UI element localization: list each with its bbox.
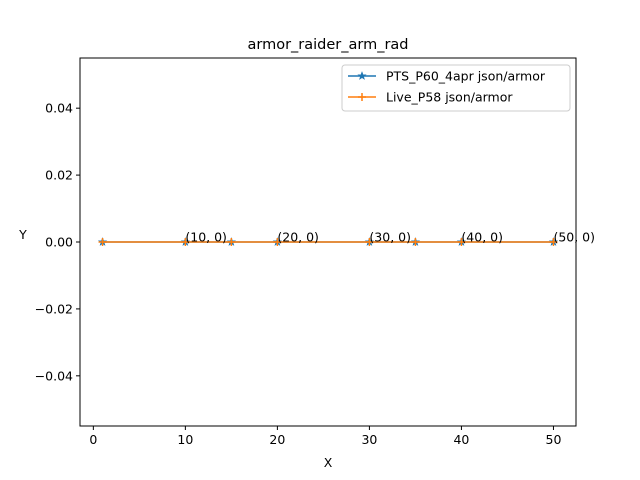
legend-label: Live_P58 json/armor bbox=[386, 90, 513, 105]
chart-title: armor_raider_arm_rad bbox=[247, 37, 408, 53]
legend-entry: Live_P58 json/armor bbox=[348, 90, 513, 105]
legend-entry: PTS_P60_4apr json/armor bbox=[348, 69, 546, 84]
x-tick-label: 50 bbox=[546, 432, 562, 447]
y-tick-label: 0.02 bbox=[45, 168, 73, 183]
x-tick-label: 40 bbox=[453, 432, 469, 447]
data-point bbox=[411, 238, 420, 246]
point-annotation: (40, 0) bbox=[461, 230, 503, 245]
legend-marker bbox=[357, 71, 367, 80]
y-axis-label: Y bbox=[18, 227, 27, 242]
x-tick-label: 0 bbox=[89, 432, 97, 447]
data-point bbox=[98, 238, 107, 246]
series-layer bbox=[97, 237, 559, 246]
y-tick-label: 0.04 bbox=[45, 101, 73, 116]
data-point bbox=[549, 238, 558, 246]
legend-box bbox=[341, 64, 571, 112]
x-axis: 0 10 20 30 40 50 bbox=[89, 426, 561, 447]
data-point bbox=[181, 238, 190, 246]
legend-label: PTS_P60_4apr json/armor bbox=[386, 69, 546, 84]
point-annotation: (50, 0) bbox=[553, 230, 595, 245]
annotation-layer: (10, 0) (20, 0) (30, 0) (40, 0) (50, 0) bbox=[185, 230, 595, 245]
x-axis-label: X bbox=[324, 455, 333, 470]
series-2 bbox=[98, 238, 558, 246]
y-tick-label: −0.02 bbox=[35, 301, 73, 316]
data-point bbox=[365, 238, 374, 246]
point-annotation: (30, 0) bbox=[369, 230, 411, 245]
x-tick-label: 10 bbox=[177, 432, 193, 447]
point-annotation: (20, 0) bbox=[277, 230, 319, 245]
data-point bbox=[273, 238, 282, 246]
y-tick-label: −0.04 bbox=[35, 368, 73, 383]
point-annotation: (10, 0) bbox=[185, 230, 227, 245]
legend-marker bbox=[358, 93, 366, 101]
y-axis: 0.04 0.02 0.00 −0.02 −0.04 bbox=[35, 101, 80, 383]
data-point bbox=[227, 238, 236, 246]
data-point bbox=[457, 238, 466, 246]
x-tick-label: 20 bbox=[269, 432, 285, 447]
legend: PTS_P60_4apr json/armor Live_P58 json/arm… bbox=[341, 64, 571, 112]
x-tick-label: 30 bbox=[361, 432, 377, 447]
y-tick-label: 0.00 bbox=[45, 235, 73, 250]
